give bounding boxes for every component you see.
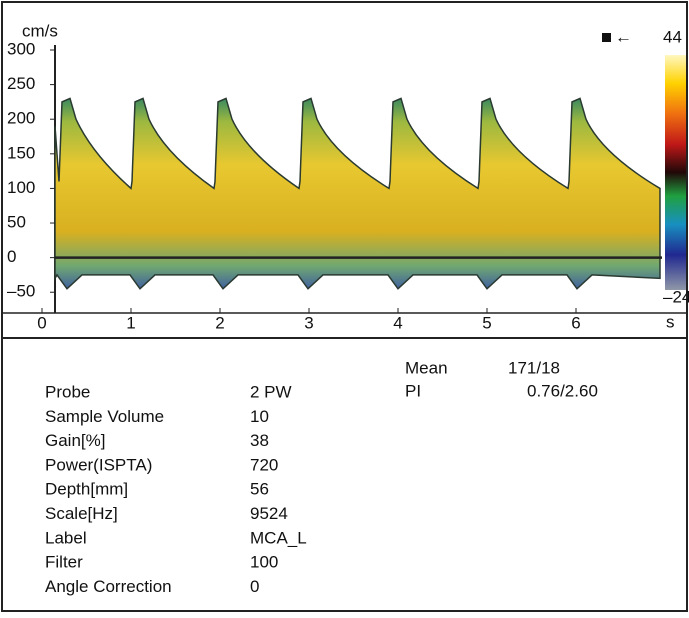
colorbar-min: –24: [663, 287, 689, 306]
parameter-label: Gain[%]: [45, 431, 105, 450]
parameter-label: Filter: [45, 553, 83, 572]
parameter-value: 0: [250, 577, 259, 596]
y-tick-label: 150: [7, 143, 35, 162]
spectral-envelope: [54, 97, 661, 290]
y-tick-label: 50: [7, 213, 26, 232]
measurement-value: 171/18: [508, 358, 560, 377]
parameter-label: Sample Volume: [45, 407, 164, 426]
parameter-value: 38: [250, 431, 269, 450]
y-tick-label: 200: [7, 109, 35, 128]
parameter-label: Angle Correction: [45, 577, 172, 596]
x-tick-label: 5: [482, 313, 491, 332]
y-unit: cm/s: [22, 21, 58, 40]
x-tick-label: 0: [37, 313, 46, 332]
y-tick-label: 300: [7, 39, 35, 58]
y-tick-label: 250: [7, 74, 35, 93]
marker-icon: [602, 33, 611, 42]
parameter-value: MCA_L: [250, 528, 307, 547]
parameter-label: Scale[Hz]: [45, 504, 118, 523]
parameter-value: 100: [250, 553, 278, 572]
x-tick-label: 1: [126, 313, 135, 332]
parameter-label: Power(ISPTA): [45, 455, 152, 474]
parameter-label: Label: [45, 528, 87, 547]
parameter-label: Probe: [45, 382, 90, 401]
x-unit: s: [666, 312, 675, 331]
colorbar-max: 44: [663, 27, 682, 46]
parameter-value: 10: [250, 407, 269, 426]
parameter-value: 9524: [250, 504, 288, 523]
y-tick-label: –50: [7, 282, 35, 301]
x-tick-label: 3: [304, 313, 313, 332]
waveform: [54, 97, 662, 290]
measurement-label: Mean: [405, 358, 448, 377]
parameter-label: Depth[mm]: [45, 480, 128, 499]
arrow-icon: ←: [615, 27, 632, 46]
parameter-value: 56: [250, 480, 269, 499]
x-tick-label: 6: [571, 313, 580, 332]
measurement-label: PI: [405, 381, 421, 400]
x-tick-label: 2: [215, 313, 224, 332]
parameter-value: 720: [250, 455, 278, 474]
x-tick-label: 4: [393, 313, 402, 332]
measurement-value: 0.76/2.60: [527, 381, 598, 400]
y-tick-label: 0: [7, 247, 16, 266]
y-tick-label: 100: [7, 178, 35, 197]
parameter-value: 2 PW: [250, 382, 292, 401]
color-bar: [665, 55, 686, 290]
